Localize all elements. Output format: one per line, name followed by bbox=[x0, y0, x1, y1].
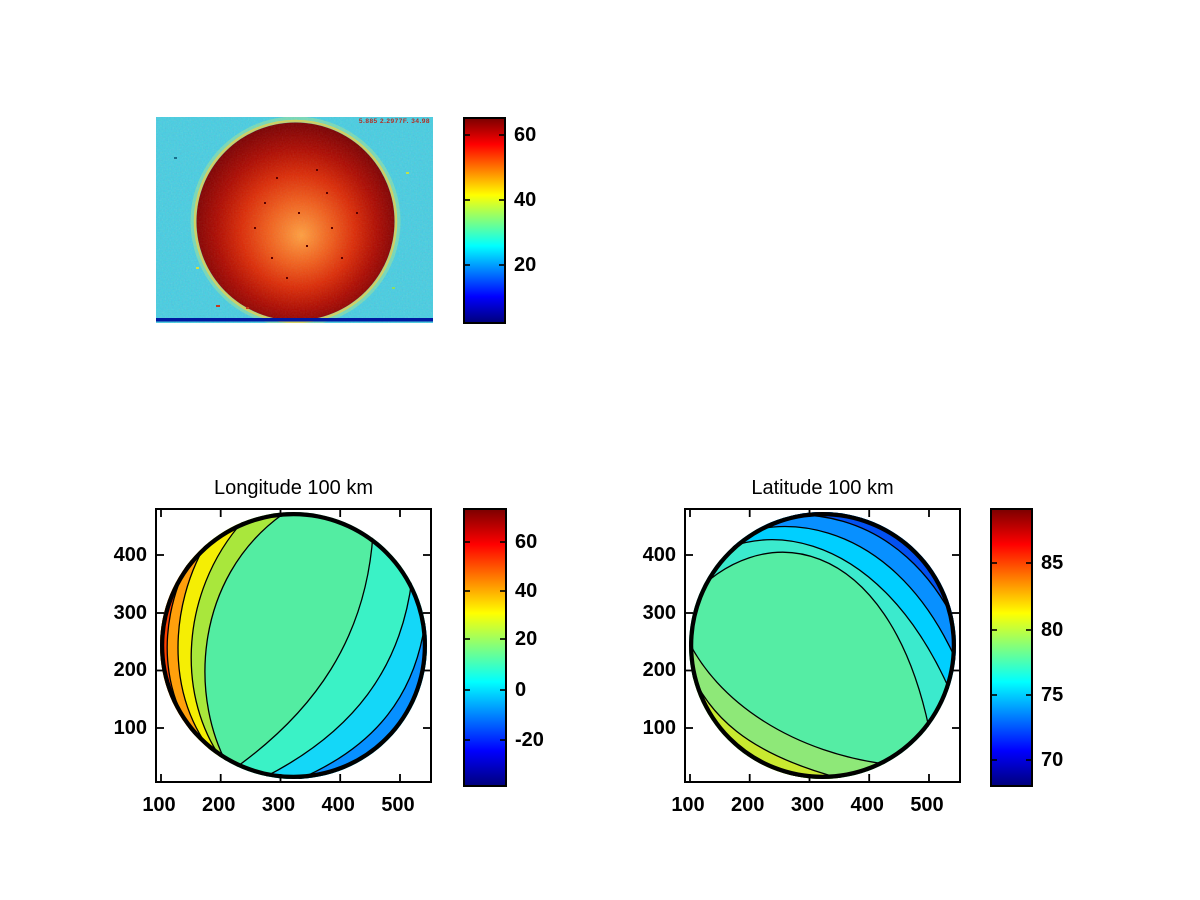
cb2-tick-20: 20 bbox=[515, 628, 538, 650]
limb-ring bbox=[689, 512, 956, 779]
lat-ytick-200: 200 bbox=[642, 659, 676, 681]
lat-xtick-300: 300 bbox=[790, 794, 825, 816]
jet-gradient bbox=[992, 510, 1031, 785]
lon-ytick-400: 400 bbox=[113, 544, 147, 566]
disk-noise bbox=[196, 122, 395, 321]
thermal-image-panel: 5.885 2.2977F. 34.98 bbox=[156, 117, 433, 323]
lon-xtick-500: 500 bbox=[381, 794, 415, 816]
jet-gradient bbox=[465, 510, 505, 785]
lat-ytick-100: 100 bbox=[642, 717, 676, 739]
cb3-tick-80: 80 bbox=[1041, 619, 1064, 641]
colorbar-ticks bbox=[465, 541, 505, 741]
lon-ytick-200: 200 bbox=[113, 659, 147, 681]
cb3-tick-85: 85 bbox=[1041, 552, 1064, 574]
image-bottom-line bbox=[156, 318, 433, 322]
lat-xtick-200: 200 bbox=[731, 794, 765, 816]
latitude-title: Latitude 100 km bbox=[751, 477, 894, 499]
lat-xtick-100: 100 bbox=[671, 794, 705, 816]
longitude-colorbar bbox=[463, 508, 507, 787]
lon-xtick-100: 100 bbox=[142, 794, 176, 816]
disk-dark-speckles bbox=[254, 169, 358, 279]
colorbar-ticks bbox=[992, 562, 1031, 761]
cb3-tick-70: 70 bbox=[1041, 749, 1064, 771]
latitude-axes bbox=[684, 508, 961, 783]
cb1-tick-40: 40 bbox=[514, 189, 537, 211]
jet-gradient bbox=[465, 119, 504, 322]
axis-ticks bbox=[686, 510, 959, 781]
latitude-contour bbox=[686, 510, 959, 781]
disk-rim-glow bbox=[193, 119, 398, 323]
limb-ring bbox=[160, 512, 427, 779]
cb3-tick-75: 75 bbox=[1041, 684, 1064, 706]
cb2-tick-40: 40 bbox=[515, 580, 538, 602]
longitude-title: Longitude 100 km bbox=[213, 477, 373, 499]
colorbar-ticks bbox=[465, 134, 504, 266]
cb2-tick-0: 0 bbox=[515, 679, 527, 701]
cb2-tick-60: 60 bbox=[515, 531, 538, 553]
latitude-colorbar bbox=[990, 508, 1033, 787]
lat-ytick-300: 300 bbox=[642, 602, 676, 624]
lon-ytick-300: 300 bbox=[113, 602, 147, 624]
lon-xtick-400: 400 bbox=[321, 794, 355, 816]
image-colorbar bbox=[463, 117, 506, 324]
lat-xtick-500: 500 bbox=[910, 794, 944, 816]
lon-ytick-100: 100 bbox=[113, 717, 147, 739]
cb2-tick-neg20: -20 bbox=[515, 729, 544, 751]
longitude-contour bbox=[157, 510, 430, 781]
axis-ticks bbox=[157, 510, 430, 781]
lat-xtick-400: 400 bbox=[850, 794, 884, 816]
lat-ytick-400: 400 bbox=[642, 544, 676, 566]
longitude-axes bbox=[155, 508, 432, 783]
lon-xtick-300: 300 bbox=[261, 794, 296, 816]
background-speckles bbox=[174, 157, 409, 309]
thermal-image bbox=[156, 117, 433, 323]
disk-halo bbox=[190, 117, 401, 323]
embedded-annotation-text: 5.885 2.2977F. 34.98 bbox=[358, 118, 430, 125]
cb1-tick-60: 60 bbox=[514, 124, 537, 146]
band-yellow bbox=[160, 512, 245, 779]
lon-xtick-200: 200 bbox=[202, 794, 236, 816]
cb1-tick-20: 20 bbox=[514, 254, 537, 276]
